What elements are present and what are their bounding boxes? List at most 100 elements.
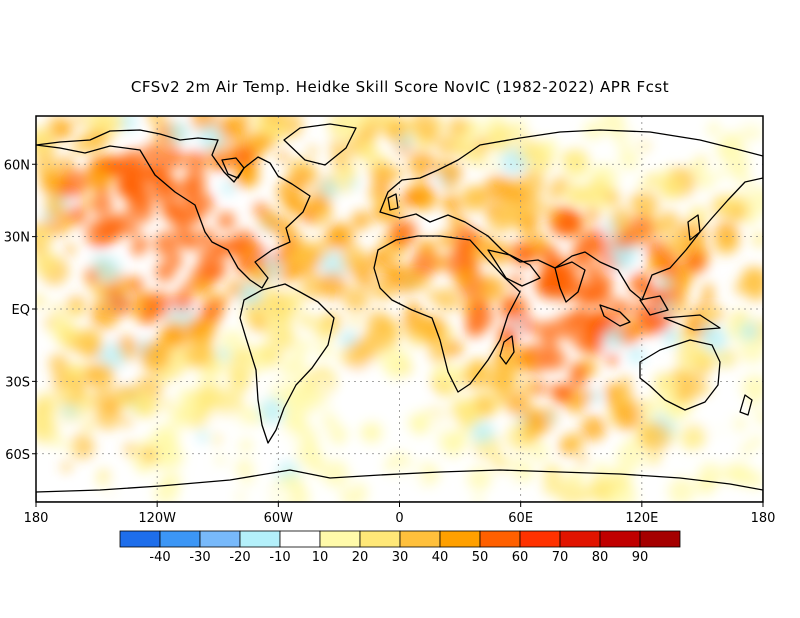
- field-cell: [701, 325, 728, 352]
- field-cell: [586, 273, 609, 297]
- field-cell: [252, 385, 265, 398]
- field-cell: [39, 489, 61, 502]
- field-cell: [739, 443, 753, 456]
- field-cell: [684, 116, 705, 129]
- field-cell: [437, 429, 460, 452]
- field-cell: [136, 485, 148, 498]
- field-cell: [751, 232, 763, 248]
- field-cell: [681, 423, 707, 450]
- field-cell: [36, 228, 51, 246]
- field-cell: [717, 440, 746, 470]
- field-cell: [260, 285, 279, 304]
- field-cell: [143, 142, 164, 163]
- field-cell: [196, 334, 212, 350]
- colorbar-label: 80: [592, 550, 609, 565]
- field-cell: [665, 180, 678, 193]
- field-cell: [407, 180, 434, 208]
- colorbar-box: [399, 530, 441, 548]
- colorbar-box: [599, 530, 641, 548]
- field-cell: [416, 135, 432, 151]
- field-cell: [755, 410, 763, 426]
- field-cell: [739, 337, 763, 364]
- field-cell: [679, 372, 706, 399]
- field-cell: [486, 124, 516, 154]
- field-cell: [146, 116, 165, 126]
- field-cell: [314, 427, 333, 446]
- field-cell: [363, 146, 377, 159]
- lat-tick-label: 60N: [4, 158, 30, 173]
- colorbar-box: [159, 530, 201, 548]
- field-cell: [183, 235, 199, 251]
- field-cell: [326, 222, 355, 250]
- field-cell: [121, 416, 133, 428]
- field-cell: [466, 303, 494, 331]
- field-cell: [467, 186, 489, 208]
- field-cell: [67, 301, 85, 319]
- field-cell: [583, 227, 609, 254]
- field-cell: [603, 327, 624, 349]
- field-cell: [734, 279, 750, 295]
- field-cell: [640, 421, 671, 452]
- field-cell: [485, 203, 499, 218]
- field-cell: [343, 162, 357, 176]
- field-cell: [217, 211, 236, 230]
- field-cell: [427, 412, 444, 428]
- field-cell: [60, 168, 89, 198]
- field-cell: [287, 159, 316, 188]
- colorbar-box: [319, 530, 361, 548]
- field-cell: [186, 317, 205, 337]
- field-cell: [411, 414, 430, 434]
- field-cell: [234, 458, 255, 478]
- colorbar-label: 40: [432, 550, 449, 565]
- field-cell: [82, 420, 95, 433]
- colorbar-label: -40: [149, 550, 170, 565]
- field-cell: [386, 475, 399, 488]
- field-cell: [576, 453, 588, 465]
- field-cell: [36, 249, 59, 277]
- map-title: CFSv2 2m Air Temp. Heidke Skill Score No…: [130, 78, 670, 96]
- colorbar-label: 90: [632, 550, 649, 565]
- field-cell: [298, 337, 312, 351]
- field-cell: [702, 406, 727, 432]
- field-cell: [573, 306, 589, 322]
- field-cell: [391, 264, 420, 294]
- field-cell: [441, 196, 457, 212]
- field-cell: [197, 248, 212, 263]
- field-cell: [744, 469, 763, 490]
- field-cell: [609, 298, 631, 320]
- field-cell: [94, 256, 121, 283]
- field-cell: [379, 317, 397, 334]
- field-cell: [154, 261, 176, 283]
- field-cell: [157, 459, 169, 470]
- field-cell: [351, 210, 371, 230]
- field-cell: [543, 478, 560, 496]
- field-cell: [160, 145, 185, 171]
- field-cell: [477, 275, 506, 303]
- colorbar-label: -30: [189, 550, 210, 565]
- field-cell: [109, 472, 137, 500]
- field-cell: [235, 260, 250, 275]
- field-cell: [400, 463, 425, 488]
- lon-tick-label: 60W: [264, 511, 294, 526]
- field-cell: [367, 183, 387, 203]
- field-cell: [650, 219, 668, 237]
- field-cell: [277, 150, 289, 163]
- field-cell: [203, 116, 214, 128]
- field-cell: [160, 398, 173, 411]
- field-cell: [483, 174, 512, 203]
- field-cell: [592, 462, 610, 480]
- field-cell: [706, 122, 721, 136]
- field-cell: [329, 140, 344, 155]
- field-cell: [54, 121, 73, 139]
- field-cell: [513, 204, 528, 219]
- field-cell: [72, 116, 85, 126]
- lat-tick-label: 30N: [4, 231, 30, 246]
- field-cell: [352, 389, 377, 414]
- field-cell: [467, 465, 493, 492]
- field-cell: [729, 162, 750, 182]
- field-cell: [370, 280, 391, 301]
- field-cell: [522, 469, 534, 480]
- field-cell: [36, 406, 55, 434]
- field-cell: [580, 415, 607, 441]
